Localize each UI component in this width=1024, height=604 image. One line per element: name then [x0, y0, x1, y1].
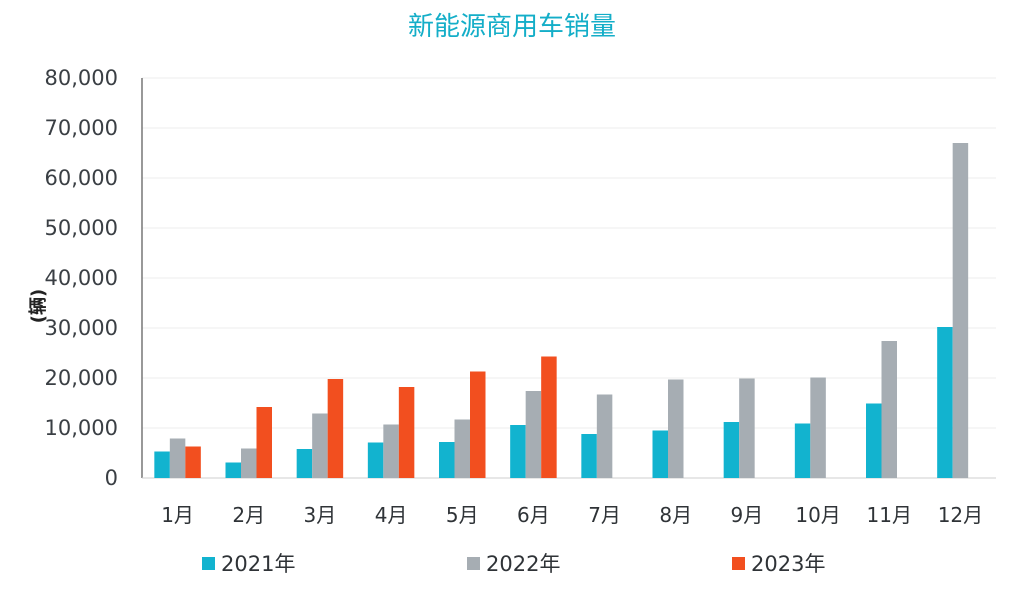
- legend-swatch: [732, 557, 745, 570]
- bar: [581, 434, 597, 478]
- bar: [794, 423, 811, 478]
- bar: [937, 327, 953, 478]
- y-tick-label: 50,000: [45, 216, 118, 240]
- y-tick-label: 0: [105, 466, 118, 490]
- x-tick-label: 1月: [161, 503, 194, 527]
- y-tick-label: 60,000: [45, 166, 118, 190]
- bar: [225, 462, 241, 478]
- bar: [881, 341, 897, 478]
- bar: [866, 403, 882, 478]
- bar: [739, 378, 755, 478]
- x-tick-label: 6月: [517, 503, 550, 527]
- x-tick-label: 2月: [232, 503, 265, 527]
- bar: [525, 391, 542, 478]
- x-tick-label: 4月: [375, 503, 408, 527]
- x-tick-label: 12月: [938, 503, 983, 527]
- chart-title: 新能源商用车销量: [408, 12, 616, 42]
- bar: [327, 379, 344, 478]
- bar: [454, 419, 470, 478]
- legend-label: 2022年: [486, 552, 560, 576]
- bar: [312, 413, 328, 478]
- x-tick-label: 7月: [588, 503, 621, 527]
- y-tick-label: 70,000: [45, 116, 118, 140]
- gridlines: [142, 77, 996, 429]
- y-tick-label: 10,000: [45, 416, 118, 440]
- x-tick-label: 8月: [659, 503, 692, 527]
- legend-swatch: [202, 557, 215, 570]
- bar: [241, 448, 257, 478]
- bar: [596, 394, 613, 478]
- y-tick-label: 80,000: [45, 66, 118, 90]
- bar: [470, 371, 486, 478]
- bar: [383, 424, 399, 478]
- bar: [169, 438, 186, 478]
- bars: [154, 143, 969, 478]
- bar: [296, 449, 313, 478]
- bar: [952, 143, 969, 478]
- bar: [154, 451, 170, 478]
- legend-label: 2023年: [751, 552, 825, 576]
- x-tick-label: 11月: [867, 503, 912, 527]
- y-tick-label: 30,000: [45, 316, 118, 340]
- y-tick-labels: 0 10,000 20,000 30,000 40,000 50,000 60,000 70,…: [45, 66, 118, 490]
- bar: [256, 407, 272, 478]
- bar: [185, 446, 201, 478]
- bar: [723, 422, 740, 478]
- bar: [367, 442, 384, 478]
- legend-label: 2021年: [221, 552, 295, 576]
- bar: [439, 442, 455, 478]
- y-tick-label: 40,000: [45, 266, 118, 290]
- legend-swatch: [467, 557, 480, 570]
- bar: [810, 377, 826, 478]
- x-tick-label: 9月: [731, 503, 764, 527]
- bar: [541, 356, 557, 478]
- bar: [652, 430, 668, 478]
- bar: [510, 425, 526, 478]
- x-tick-labels: 1月 2月 3月 4月 5月 6月 7月 8月 9月 10月 11月 12月: [161, 503, 983, 527]
- legend: 2021年 2022年 2023年: [202, 552, 825, 576]
- y-axis-label: (辆): [27, 289, 49, 323]
- x-tick-label: 5月: [446, 503, 479, 527]
- y-tick-label: 20,000: [45, 366, 118, 390]
- bar: [398, 387, 415, 478]
- bar: [668, 379, 684, 478]
- x-tick-label: 10月: [795, 503, 840, 527]
- x-tick-label: 3月: [304, 503, 337, 527]
